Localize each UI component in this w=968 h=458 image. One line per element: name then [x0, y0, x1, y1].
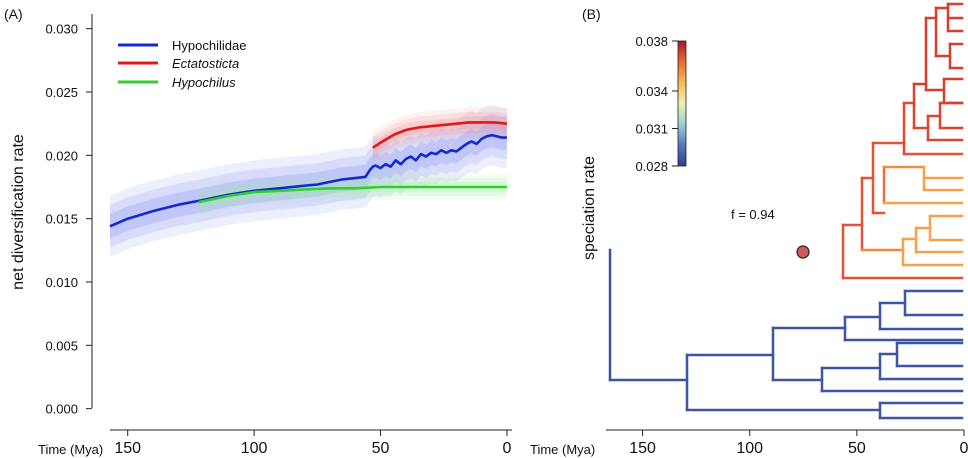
panel-a-y-axis-label: net diversification rate [10, 134, 27, 290]
panel-a: (A) 0.0000.0050.0100.0150.0200.0250.030 … [4, 6, 512, 457]
y-tick-label: 0.005 [45, 338, 78, 353]
series-line-hypochilus [198, 185, 507, 204]
x-tick-label: 0 [960, 440, 968, 457]
panel-a-x-axis-label: Time (Mya) [38, 442, 103, 457]
panel-b-x-ticks: 150 100 50 0 [629, 430, 968, 457]
x-tick-label: 50 [372, 440, 390, 457]
panel-b-y-axis-label: speciation rate [581, 156, 598, 260]
ci-band-1-2 [372, 116, 507, 154]
y-tick-label: 0.025 [45, 85, 78, 100]
panel-a-x-ticks: 150 100 50 0 [114, 430, 511, 457]
panel-a-y-ticks: 0.000 0.005 0.010 0.015 0.020 0.025 0.030 [45, 22, 92, 417]
legend-label-hypochilus: Hypochilus [172, 75, 236, 90]
y-tick-label: 0.010 [45, 275, 78, 290]
panel-b-label: (B) [582, 6, 601, 22]
shift-node-marker [796, 245, 810, 259]
upper-clade [841, 2, 964, 280]
x-tick-label: 100 [736, 440, 763, 457]
x-tick-label: 150 [629, 440, 656, 457]
panel-a-label: (A) [4, 6, 23, 22]
series-line-hypochilidae [109, 133, 507, 228]
colorbar-tick-label: 0.031 [635, 122, 668, 137]
y-tick-label: 0.015 [45, 212, 78, 227]
shift-annotation: f = 0.94 [731, 207, 775, 222]
ci-band-0-0 [110, 104, 507, 257]
x-tick-label: 100 [241, 440, 268, 457]
colorbar-tick-label: 0.038 [635, 34, 668, 49]
series-line-ectatosticta [372, 121, 508, 149]
panel-a-lines [109, 121, 508, 228]
panel-a-bands [110, 104, 507, 257]
y-tick-label: 0.000 [45, 402, 78, 417]
x-tick-label: 0 [502, 440, 511, 457]
x-tick-label: 150 [114, 440, 141, 457]
panel-a-legend: Hypochilidae Ectatosticta Hypochilus [118, 38, 246, 90]
panel-b: (B) speciation rate [530, 2, 968, 457]
ci-band-0-2 [110, 122, 507, 239]
legend-label-hypochilidae: Hypochilidae [172, 38, 246, 53]
y-tick-label: 0.030 [45, 22, 78, 37]
panel-b-x-axis-label: Time (Mya) [530, 442, 595, 457]
colorbar-tick-label: 0.034 [635, 84, 668, 99]
phylogeny-tree [608, 2, 964, 420]
ci-band-0-1 [110, 113, 507, 248]
x-tick-label: 50 [848, 440, 866, 457]
legend-label-ectatosticta: Ectatosticta [172, 56, 239, 71]
colorbar: 0.028 0.031 0.034 0.038 [635, 34, 687, 174]
ci-band-2-0 [198, 174, 507, 215]
colorbar-tick-label: 0.028 [635, 159, 668, 174]
y-tick-label: 0.020 [45, 148, 78, 163]
colorbar-scale [677, 40, 687, 167]
lower-clade [685, 289, 964, 420]
